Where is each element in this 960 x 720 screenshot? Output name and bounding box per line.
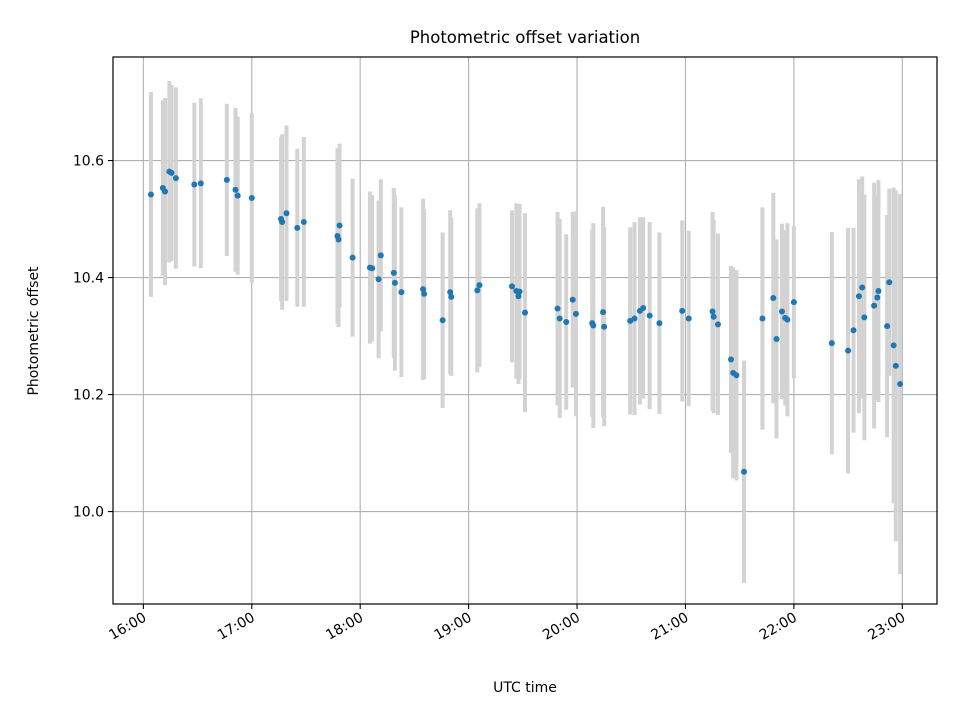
- data-point: [162, 188, 169, 195]
- data-point: [892, 362, 899, 369]
- data-point: [476, 282, 483, 289]
- data-point: [590, 322, 597, 329]
- data-point: [640, 304, 647, 311]
- data-point: [741, 468, 748, 475]
- data-point: [845, 347, 852, 354]
- data-point: [733, 372, 740, 379]
- data-point: [859, 284, 866, 291]
- data-point: [886, 279, 893, 286]
- data-point: [710, 313, 717, 320]
- plot-frame: [112, 56, 938, 605]
- data-point: [884, 323, 891, 330]
- data-point: [232, 186, 239, 193]
- data-point: [336, 222, 343, 229]
- data-point: [508, 283, 515, 290]
- data-point: [147, 191, 154, 198]
- y-tick-label: 10.0: [73, 505, 104, 521]
- data-point: [875, 288, 882, 295]
- data-point: [784, 316, 791, 323]
- data-point: [770, 295, 777, 302]
- data-point: [420, 286, 427, 293]
- data-point: [516, 288, 523, 295]
- data-point: [790, 299, 797, 306]
- data-point: [447, 289, 454, 296]
- data-point: [515, 293, 522, 300]
- data-point: [522, 309, 528, 316]
- data-point: [421, 290, 428, 297]
- data-point: [679, 307, 686, 314]
- chart-title: Photometric offset variation: [410, 28, 640, 47]
- data-point: [377, 252, 384, 259]
- data-point: [300, 218, 307, 225]
- data-point: [191, 181, 198, 188]
- data-point: [773, 335, 780, 342]
- data-point: [369, 265, 376, 272]
- data-point: [871, 302, 878, 309]
- data-point: [563, 319, 570, 326]
- data-point: [391, 279, 398, 286]
- data-point: [248, 194, 255, 201]
- data-point: [890, 342, 897, 349]
- data-point: [197, 180, 204, 187]
- data-point: [600, 309, 607, 316]
- y-axis: 10.0 10.2 10.4 10.6: [73, 154, 113, 521]
- data-point: [656, 320, 663, 327]
- data-point: [474, 287, 481, 294]
- x-axis-label: UTC time: [493, 680, 557, 696]
- data-point: [646, 312, 653, 319]
- data-point: [759, 315, 766, 322]
- data-point: [897, 381, 904, 388]
- y-tick-label: 10.2: [73, 388, 104, 404]
- data-point: [850, 327, 857, 334]
- data-point: [572, 310, 579, 317]
- data-point: [709, 308, 716, 315]
- data-point: [855, 293, 862, 300]
- data-point: [828, 340, 835, 347]
- data-point: [778, 308, 785, 315]
- data-point: [556, 315, 563, 322]
- data-point: [601, 323, 608, 330]
- data-point: [439, 317, 446, 324]
- data-point: [874, 294, 881, 301]
- point-layer: [147, 168, 904, 475]
- data-point: [554, 305, 561, 312]
- data-point: [223, 176, 230, 183]
- data-point: [569, 296, 576, 303]
- data-point: [861, 314, 868, 321]
- data-point: [685, 315, 692, 322]
- data-point: [631, 315, 638, 322]
- data-point: [349, 254, 356, 261]
- data-point: [375, 276, 382, 283]
- data-point: [283, 210, 290, 217]
- data-point: [398, 289, 405, 296]
- data-point: [728, 356, 734, 363]
- data-point: [448, 293, 455, 300]
- data-point: [172, 175, 179, 182]
- data-point: [335, 236, 342, 243]
- data-point: [714, 321, 721, 328]
- data-point: [294, 224, 301, 231]
- data-point: [234, 192, 241, 199]
- data-point: [168, 169, 175, 176]
- data-point: [390, 269, 397, 276]
- y-tick-label: 10.4: [73, 271, 104, 287]
- y-tick-label: 10.6: [73, 154, 104, 170]
- data-point: [279, 218, 286, 225]
- y-axis-label: Photometric offset: [26, 266, 42, 396]
